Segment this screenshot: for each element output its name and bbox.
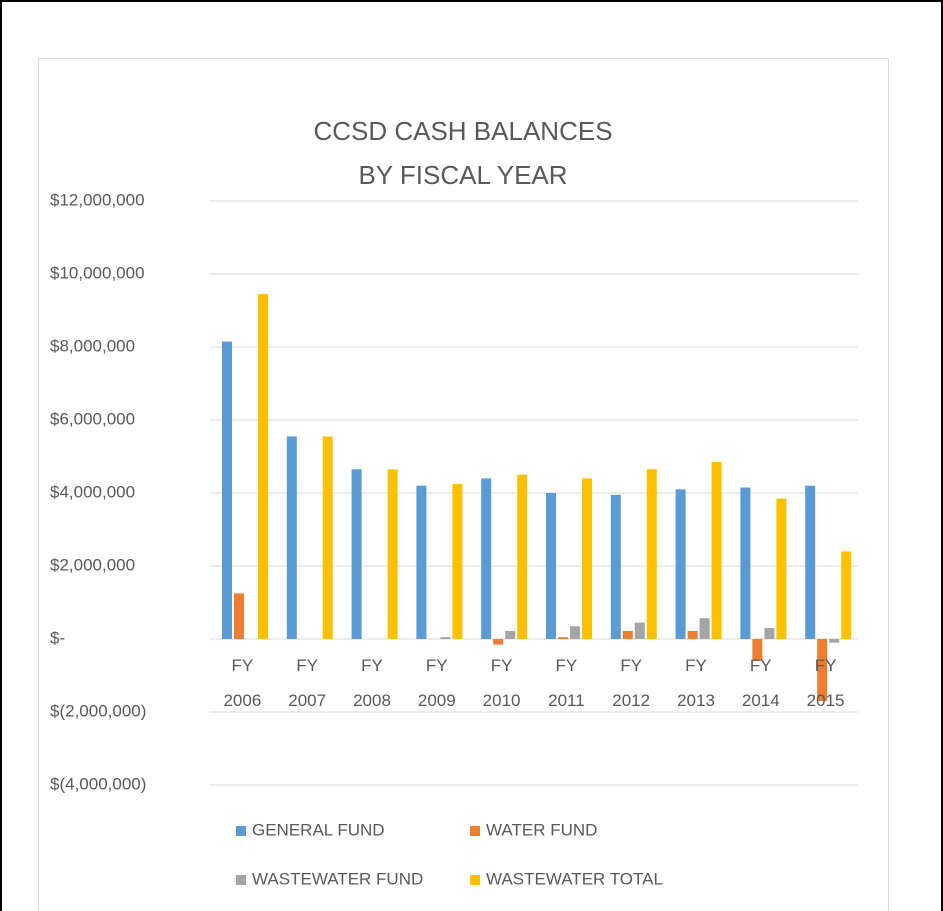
x-tick-label: FY 2010 [482,656,521,710]
bar [582,478,592,639]
legend-label: WASTEWATER FUND [252,869,423,888]
x-tick-label: FY 2006 [223,656,262,710]
bar [764,628,775,639]
y-tick-label: $- [50,628,65,647]
y-tick-label: $4,000,000 [50,482,135,501]
bar [829,639,840,643]
bar [505,630,516,639]
bar [222,341,232,639]
bar [622,630,633,639]
y-tick-label: $8,000,000 [50,336,135,355]
bar [740,487,751,639]
bar [351,469,362,639]
x-tick-label: FY 2011 [548,656,585,710]
chart-title: CCSD CASH BALANCES [313,116,612,146]
bar [286,436,297,639]
bar [440,637,451,639]
bar [675,489,686,639]
y-tick-label: $(4,000,000) [50,774,146,793]
x-tick-label: FY 2012 [612,656,651,710]
y-tick-label: $6,000,000 [50,409,135,428]
bar [517,474,528,639]
bar [493,639,504,645]
legend-label: WATER FUND [486,820,597,839]
bar [416,485,427,639]
x-tick-label: FY 2008 [353,656,391,710]
bar [776,498,787,639]
bar [570,626,580,639]
y-tick-label: $2,000,000 [50,555,135,574]
legend-swatch [236,826,246,836]
bar [558,637,568,639]
bar [481,478,492,639]
y-tick-label: $10,000,000 [50,263,145,282]
y-tick-label: $(2,000,000) [50,701,146,720]
bar [752,639,763,661]
bar [634,622,645,639]
legend-label: WASTEWATER TOTAL [486,869,663,888]
bar [646,469,657,639]
x-tick-label: FY 2014 [741,656,780,710]
bar [258,294,268,639]
bar [322,436,333,639]
bar [805,485,816,639]
bar [699,618,710,639]
legend-swatch [470,875,480,885]
bar [610,494,621,639]
x-tick-label: FY 2013 [677,656,715,710]
bar [546,493,556,639]
chart-title: BY FISCAL YEAR [358,160,567,190]
bar [387,469,398,639]
y-tick-label: $12,000,000 [50,190,145,209]
bar [841,551,852,639]
x-tick-label: FY 2007 [288,656,327,710]
x-tick-label: FY 2015 [806,656,845,710]
bar [687,630,698,639]
legend-label: GENERAL FUND [252,820,385,839]
bar [452,483,463,639]
bar [817,639,828,702]
legend-swatch [470,826,480,836]
bar [711,461,722,639]
x-tick-label: FY 2009 [417,656,456,710]
bar [234,593,244,639]
legend-swatch [236,875,246,885]
